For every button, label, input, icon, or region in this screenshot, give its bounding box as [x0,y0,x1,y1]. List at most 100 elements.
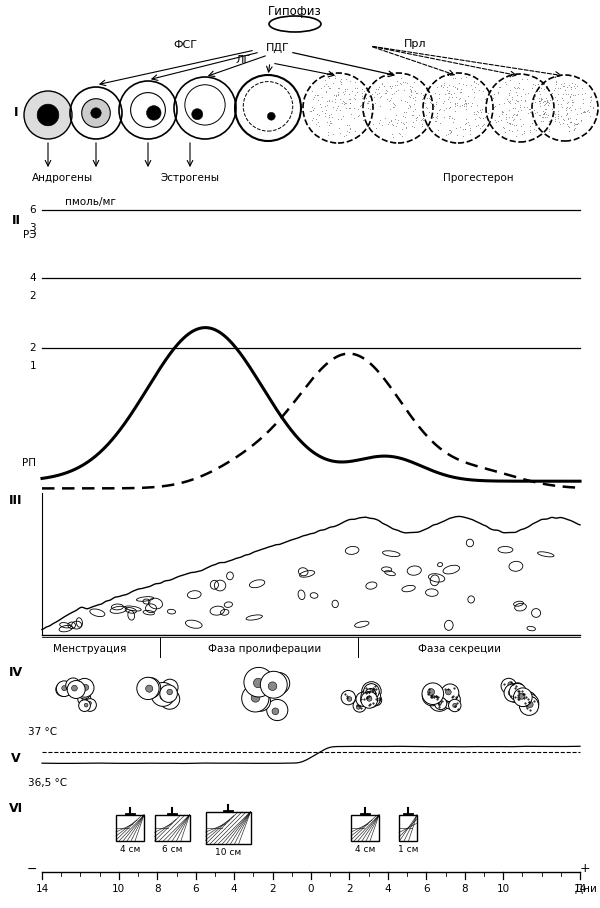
Circle shape [140,682,158,699]
Circle shape [427,692,434,698]
Circle shape [364,684,379,699]
Text: 36,5 °С: 36,5 °С [28,778,67,788]
Circle shape [83,685,89,690]
Circle shape [185,84,225,125]
Text: 3: 3 [29,223,36,233]
Circle shape [511,683,524,696]
Circle shape [366,684,376,694]
Circle shape [370,694,373,697]
Circle shape [24,91,72,139]
Circle shape [361,692,377,708]
Circle shape [428,689,442,703]
Circle shape [145,688,150,694]
Text: 37 °С: 37 °С [28,727,57,737]
Circle shape [433,695,437,699]
Circle shape [353,699,366,712]
Circle shape [79,700,91,712]
Text: 2: 2 [29,343,36,353]
Circle shape [520,696,539,716]
Text: ЛГ: ЛГ [235,55,251,65]
Circle shape [143,687,148,692]
Circle shape [449,699,461,712]
Text: 2: 2 [29,291,36,301]
Circle shape [61,683,73,695]
Circle shape [84,704,88,707]
Circle shape [514,686,518,689]
Circle shape [272,708,279,715]
Text: 2: 2 [346,884,353,894]
Circle shape [520,692,536,707]
Bar [116,815,144,841]
Circle shape [504,684,522,702]
Circle shape [146,683,153,690]
Circle shape [260,671,287,698]
Text: 1: 1 [29,361,36,371]
Text: РП: РП [22,458,36,468]
Text: +: + [580,863,590,875]
Text: Эстрогены: Эстрогены [161,173,220,183]
Circle shape [508,687,523,703]
Circle shape [362,682,381,701]
Circle shape [160,689,180,709]
Text: Фаза пролиферации: Фаза пролиферации [208,644,322,654]
Circle shape [519,693,525,699]
Circle shape [509,684,526,701]
Circle shape [139,682,154,696]
Circle shape [371,695,382,706]
Circle shape [251,694,260,702]
Text: 1 см: 1 см [398,845,418,854]
Circle shape [160,693,167,700]
Circle shape [501,678,517,694]
Text: Фаза секреции: Фаза секреции [419,644,502,654]
Circle shape [428,688,434,696]
Circle shape [422,683,443,705]
Text: Дни цикла: Дни цикла [575,884,600,894]
Circle shape [422,686,442,706]
Circle shape [84,698,97,711]
Circle shape [441,684,459,702]
Circle shape [67,680,85,698]
Text: ФСГ: ФСГ [173,40,197,50]
Circle shape [511,693,516,698]
Circle shape [71,686,77,691]
Circle shape [453,704,457,707]
Circle shape [268,682,277,690]
Circle shape [56,683,69,696]
Circle shape [78,686,91,699]
Text: 14: 14 [574,884,587,894]
Circle shape [428,690,450,711]
Circle shape [514,688,532,706]
Circle shape [82,690,86,695]
Circle shape [91,108,101,118]
Text: 8: 8 [461,884,468,894]
Circle shape [508,682,513,686]
Circle shape [341,690,356,705]
Text: V: V [11,752,21,765]
Text: IV: IV [9,666,23,679]
Circle shape [356,692,370,706]
Circle shape [244,667,274,697]
Circle shape [250,691,271,711]
Circle shape [151,683,175,706]
Circle shape [166,696,172,703]
Text: 10: 10 [112,884,125,894]
Bar [351,815,379,841]
Text: 10 см: 10 см [215,848,241,857]
Text: Андрогены: Андрогены [31,173,92,183]
Circle shape [253,678,263,687]
Circle shape [268,113,275,120]
Circle shape [275,681,283,688]
Circle shape [370,694,376,700]
Circle shape [256,696,262,703]
Text: III: III [9,494,23,507]
Text: II: II [11,213,20,226]
Circle shape [37,104,59,126]
Circle shape [361,687,381,707]
Circle shape [69,685,74,689]
Circle shape [140,677,161,698]
Circle shape [367,686,373,693]
Circle shape [82,99,110,127]
Circle shape [146,685,153,692]
Text: 10: 10 [497,884,510,894]
Circle shape [367,687,371,690]
